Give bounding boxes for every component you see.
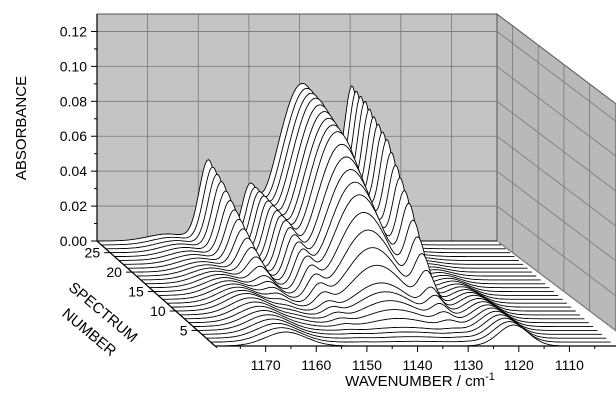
z-tick-label: 25	[85, 245, 101, 261]
z-tick-label: 10	[150, 303, 166, 319]
y-tick-label: 0.06	[60, 128, 87, 144]
y-axis-title: ABSORBANCE	[13, 76, 30, 180]
x-tick-label: 1130	[453, 357, 483, 373]
y-tick-label: 0.00	[60, 233, 87, 249]
x-axis-title-superscript: -1	[485, 371, 495, 383]
y-tick-label: 0.02	[60, 198, 87, 214]
y-tick-label: 0.10	[60, 58, 87, 74]
x-tick-label: 1140	[402, 357, 432, 373]
z-tick-label: 5	[180, 322, 188, 338]
x-tick-label: 1120	[504, 357, 534, 373]
y-tick-label: 0.12	[60, 23, 87, 39]
y-tick-label: 0.08	[60, 93, 87, 109]
x-tick-label: 1170	[251, 357, 281, 373]
x-tick-label: 1150	[352, 357, 382, 373]
x-tick-label: 1160	[301, 357, 331, 373]
z-tick-label: 15	[128, 284, 144, 300]
x-axis-title: WAVENUMBER / cm-1	[345, 371, 495, 390]
y-tick-label: 0.04	[60, 163, 87, 179]
z-tick-label: 20	[106, 264, 122, 280]
x-tick-label: 1110	[555, 357, 584, 373]
